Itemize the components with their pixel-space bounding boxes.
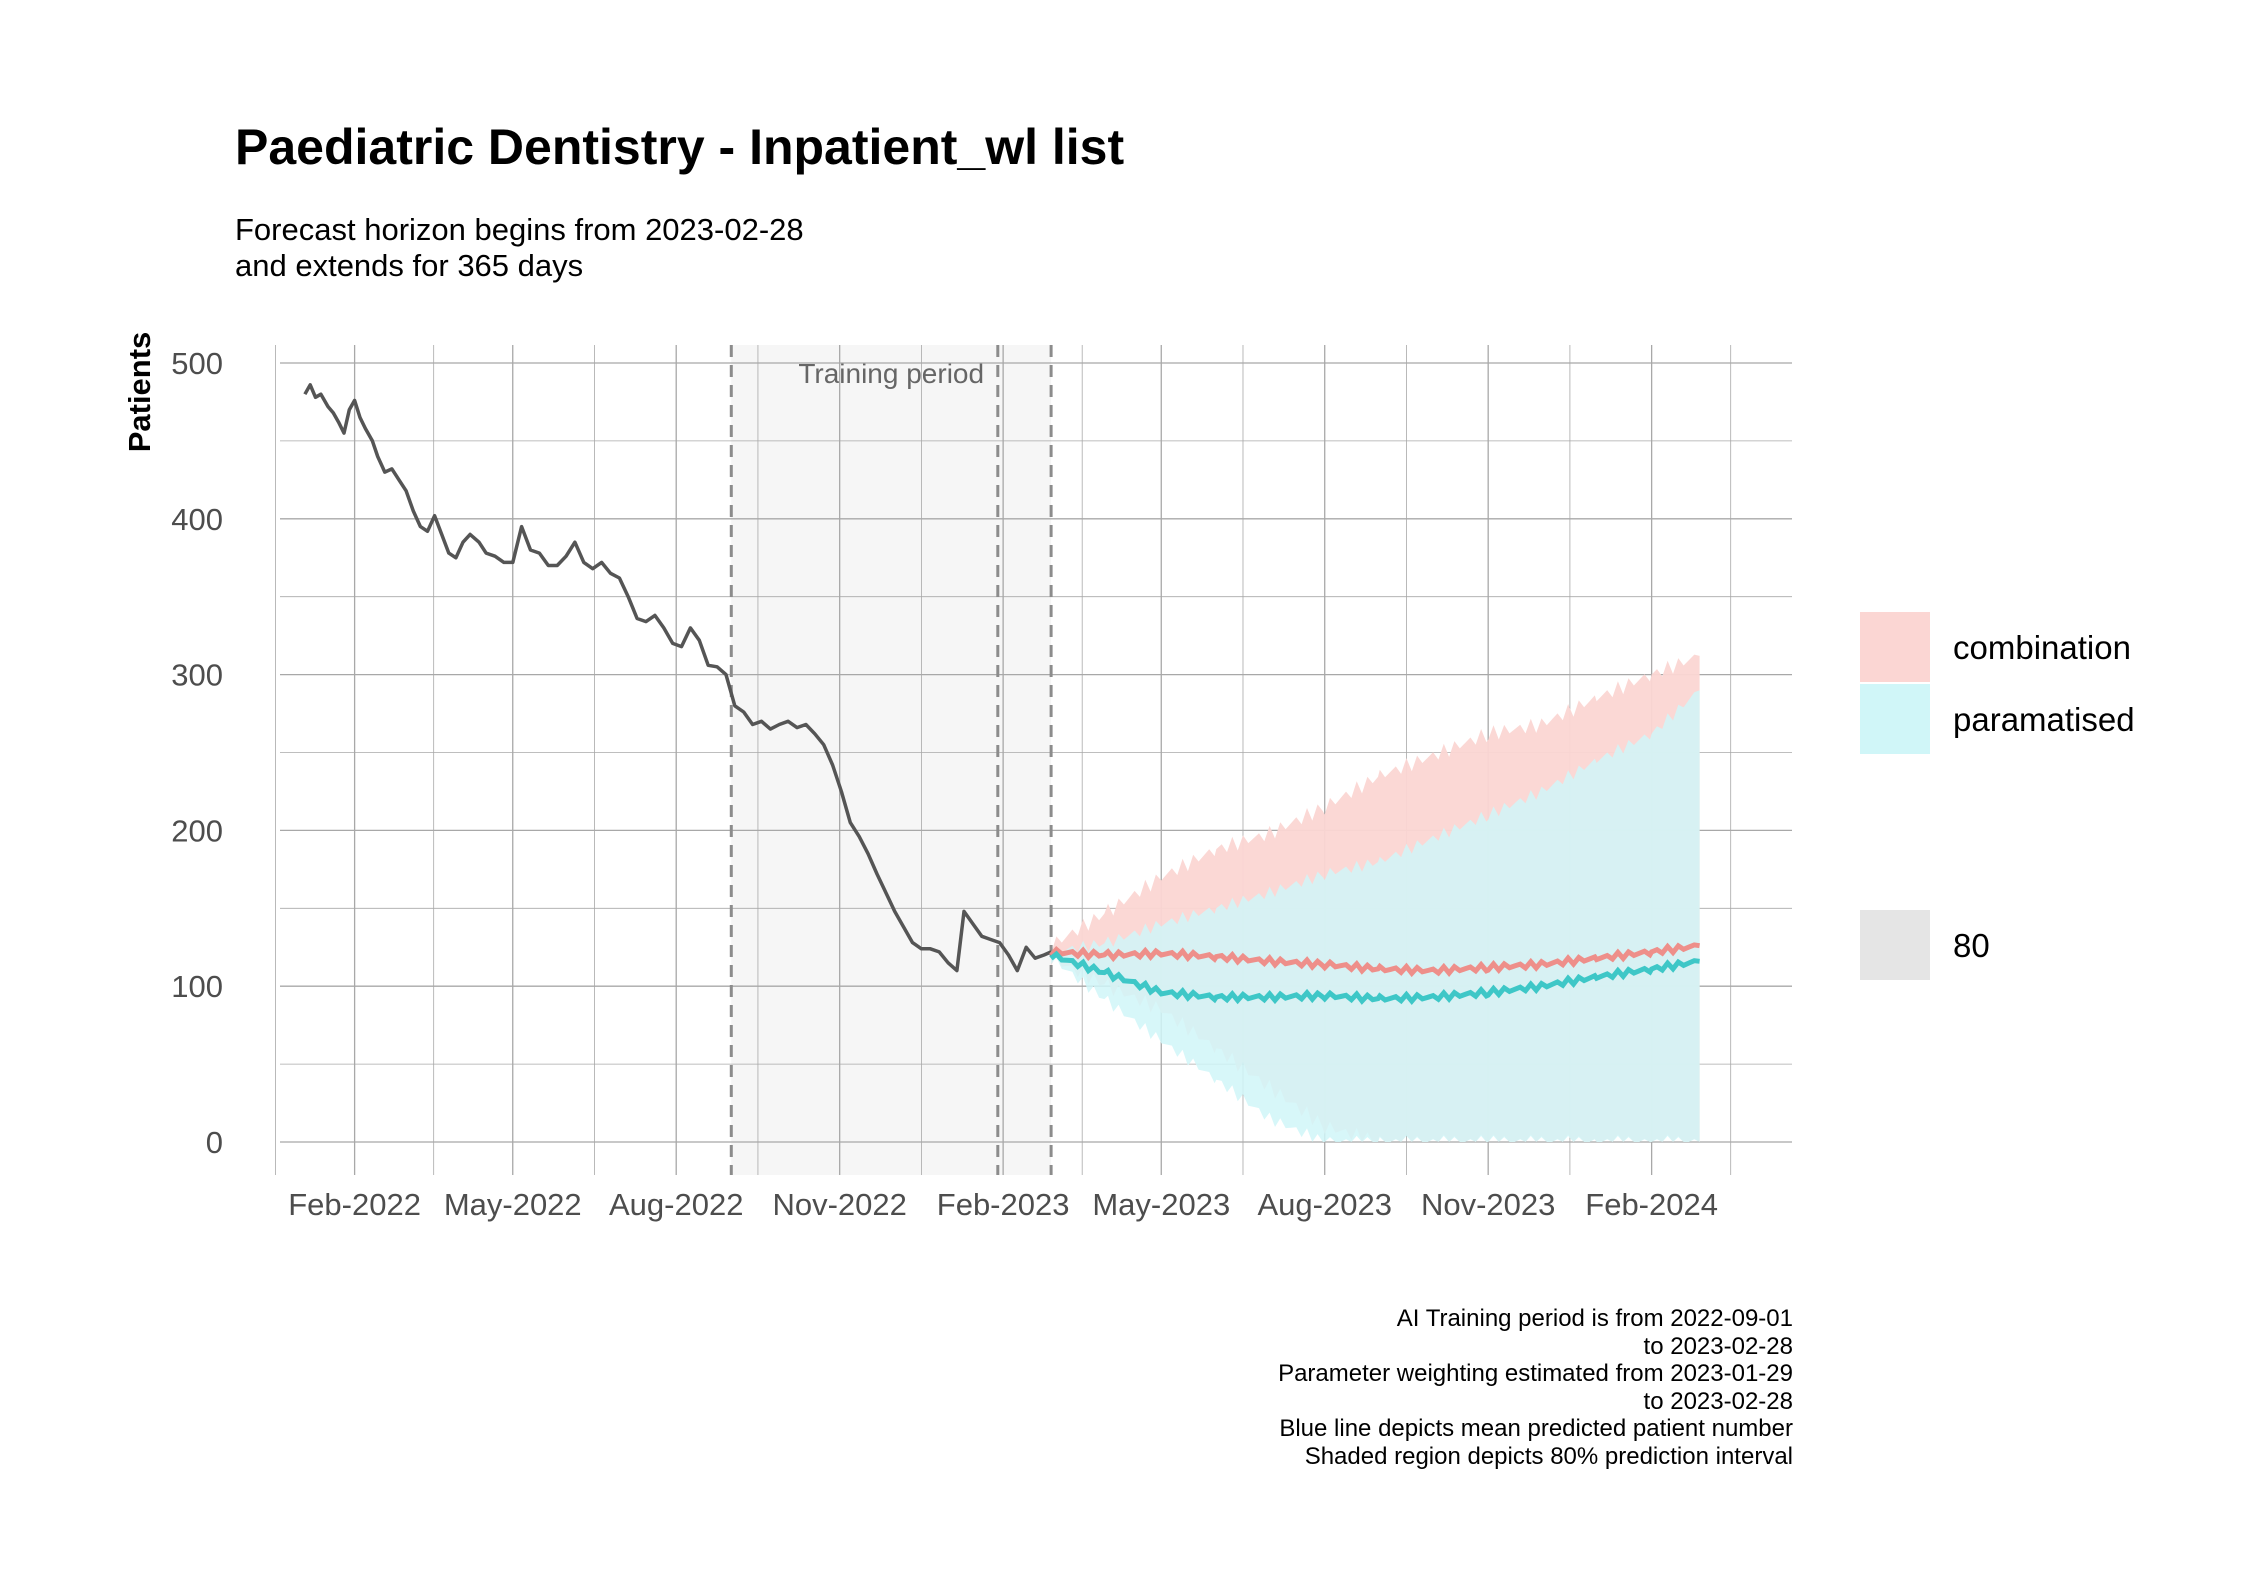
series-lines-layer [303, 383, 1700, 1005]
y-tick-label: 400 [171, 502, 223, 537]
chart-caption: AI Training period is from 2022-09-01 to… [1278, 1305, 1793, 1470]
caption-line-1: AI Training period is from 2022-09-01 [1396, 1305, 1793, 1332]
grid-layer [275, 345, 1792, 1175]
x-tick-label: Aug-2023 [1257, 1187, 1391, 1222]
legend-combination-key [1860, 612, 1930, 682]
legend-interval-label: 80 [1953, 927, 1990, 964]
x-tick-label: Feb-2023 [937, 1187, 1070, 1222]
x-tick-label: Feb-2024 [1585, 1187, 1718, 1222]
legend-paramatised-key [1860, 684, 1930, 754]
prediction-bands-layer [1051, 654, 1700, 1142]
caption-line-4: to 2023-02-28 [1643, 1387, 1793, 1415]
paramatised-interval-band [1051, 690, 1700, 1142]
x-tick-label: Nov-2022 [772, 1187, 906, 1222]
chart-title: Paediatric Dentistry - Inpatient_wl list [235, 119, 1125, 175]
x-tick-label: Nov-2023 [1421, 1187, 1555, 1222]
axes-layer: 0 100 200 300 400 500 Feb-2022 May-2022 Aug-2022… [122, 332, 1718, 1222]
x-tick-label: May-2023 [1092, 1187, 1230, 1222]
period-markers-layer [729, 345, 1053, 1175]
legend: combination paramatised 80 [1860, 612, 2135, 980]
history-line [303, 383, 1052, 973]
y-tick-label: 300 [171, 658, 223, 693]
subtitle-line-2: and extends for 365 days [235, 248, 584, 283]
combination-mean-line [1049, 942, 1700, 978]
legend-combination-label: combination [1953, 629, 2131, 666]
subtitle-line-1: Forecast horizon begins from 2023-02-28 [235, 212, 804, 247]
chart-subtitle: Forecast horizon begins from 2023-02-28 … [235, 212, 804, 284]
y-tick-label: 500 [171, 346, 223, 381]
y-tick-label: 100 [171, 969, 223, 1004]
legend-paramatised-label: paramatised [1953, 701, 2135, 738]
y-tick-label: 0 [206, 1125, 223, 1160]
x-tick-label: Aug-2022 [609, 1187, 743, 1222]
legend-interval-key [1860, 910, 1930, 980]
caption-line-6: Shaded region depicts 80% prediction int… [1304, 1442, 1793, 1470]
y-tick-label: 200 [171, 813, 223, 848]
y-axis-title: Patients [122, 332, 157, 453]
x-tick-label: May-2022 [444, 1187, 582, 1222]
paramatised-mean-line [1049, 950, 1700, 1005]
caption-line-5: Blue line depicts mean predicted patient… [1279, 1415, 1793, 1442]
caption-line-2: to 2023-02-28 [1643, 1332, 1793, 1360]
x-tick-label: Feb-2022 [288, 1187, 421, 1222]
caption-line-3: Parameter weighting estimated from 2023-… [1278, 1360, 1793, 1387]
